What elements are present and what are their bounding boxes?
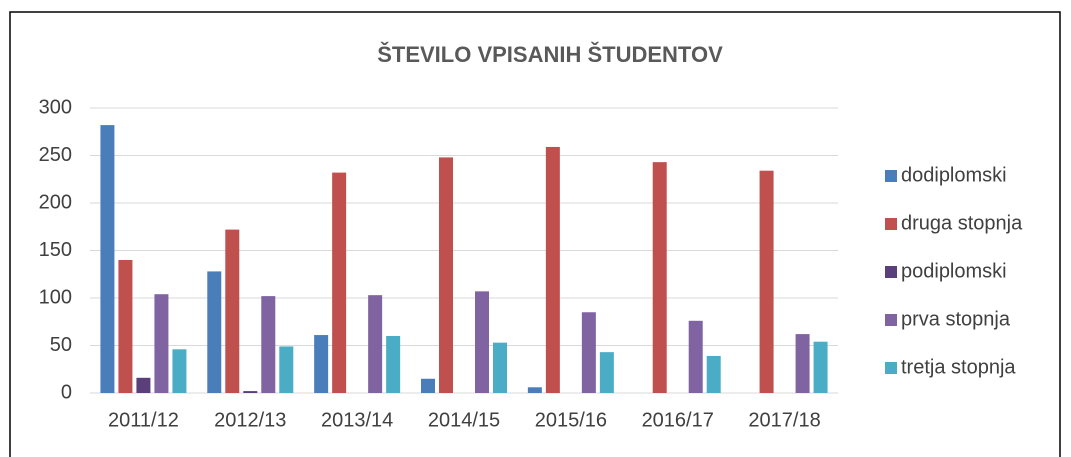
- bar: [813, 341, 828, 393]
- bar: [599, 352, 614, 393]
- bar: [136, 377, 151, 393]
- bar: [527, 387, 542, 393]
- bar: [243, 391, 258, 393]
- legend-swatch: [885, 218, 897, 230]
- x-tick-label: 2012/13: [214, 409, 286, 431]
- bar: [795, 334, 810, 393]
- y-tick-label: 250: [39, 144, 72, 166]
- legend-label: dodiplomski: [901, 164, 1007, 186]
- bar: [386, 336, 401, 393]
- legend-label: podiplomski: [901, 260, 1007, 282]
- y-tick-label: 100: [39, 286, 72, 308]
- bar: [706, 355, 721, 393]
- y-tick-label: 150: [39, 239, 72, 261]
- y-tick-label: 300: [39, 96, 72, 118]
- y-tick-label: 200: [39, 191, 72, 213]
- x-tick-label: 2014/15: [428, 409, 500, 431]
- bar: [261, 296, 276, 393]
- x-tick-label: 2017/18: [748, 409, 820, 431]
- bar: [207, 271, 222, 393]
- legend-label: tretja stopnja: [901, 356, 1016, 378]
- bar: [100, 125, 115, 393]
- legend-label: druga stopnja: [901, 212, 1023, 234]
- x-tick-label: 2016/17: [642, 409, 714, 431]
- legend-label: prva stopnja: [901, 308, 1011, 330]
- bar: [759, 170, 774, 393]
- bar: [652, 162, 667, 393]
- bar: [688, 320, 703, 393]
- bar: [493, 342, 507, 393]
- bar: [581, 312, 596, 393]
- bar: [475, 291, 489, 393]
- bar: [421, 378, 435, 393]
- y-tick-label: 50: [50, 334, 72, 356]
- x-tick-label: 2013/14: [321, 409, 393, 431]
- legend-swatch: [885, 170, 897, 182]
- x-tick-label: 2011/12: [108, 409, 179, 431]
- bar: [545, 146, 560, 393]
- x-tick-label: 2015/16: [535, 409, 607, 431]
- bar: [225, 229, 240, 393]
- bar: [314, 335, 329, 393]
- chart-title: ŠTEVILO VPISANIH ŠTUDENTOV: [377, 42, 723, 67]
- bar: [439, 157, 453, 393]
- y-tick-label: 0: [61, 381, 72, 403]
- legend-swatch: [885, 314, 897, 326]
- bar: [368, 295, 383, 393]
- bar: [172, 349, 187, 393]
- legend-swatch: [885, 362, 897, 374]
- legend-swatch: [885, 266, 897, 278]
- bar: [332, 172, 347, 393]
- bar: [154, 294, 169, 393]
- bar: [279, 346, 294, 393]
- bar: [118, 260, 133, 393]
